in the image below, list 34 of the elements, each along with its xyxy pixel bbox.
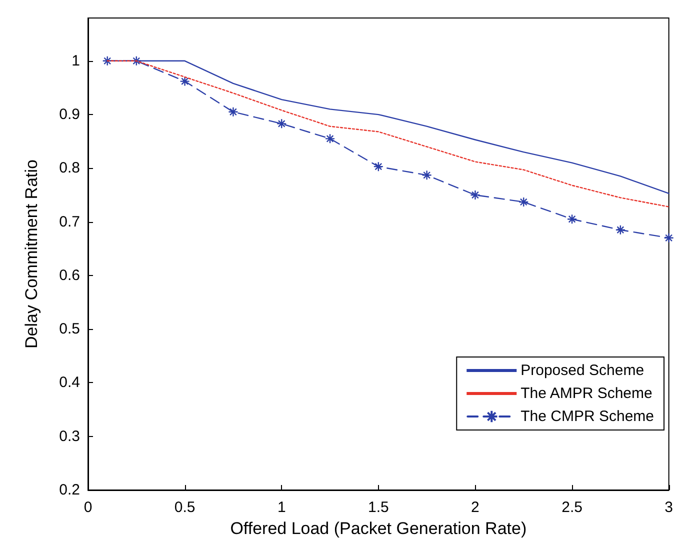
- point: [373, 161, 384, 172]
- point: [131, 56, 142, 66]
- y-tick-label: 0.7: [59, 213, 80, 230]
- point: [102, 56, 112, 66]
- y-tick-label: 0.9: [59, 106, 80, 124]
- y-tick-label: 1: [72, 52, 80, 70]
- y-tick-label: 0.3: [59, 428, 80, 445]
- x-tick-label: 0: [84, 499, 92, 516]
- x-tick-label: 2: [471, 499, 480, 516]
- y-axis-title: Delay Commitment Ratio: [22, 160, 41, 348]
- x-tick-label: 1: [277, 499, 286, 516]
- point: [324, 134, 336, 144]
- point: [518, 196, 529, 208]
- point: [566, 214, 578, 224]
- point: [615, 224, 626, 235]
- point: [422, 170, 432, 180]
- y-tick-label: 0.5: [59, 320, 80, 338]
- y-tick-label: 0.8: [59, 160, 80, 177]
- legend-label: Proposed Scheme: [520, 362, 644, 379]
- point: [470, 190, 480, 200]
- legend-label: The AMPR Scheme: [520, 385, 652, 402]
- point: [180, 76, 190, 86]
- y-tick-label: 0.6: [59, 266, 80, 284]
- x-tick-label: 3: [664, 499, 673, 516]
- point: [228, 106, 238, 117]
- x-tick-label: 1.5: [368, 499, 389, 516]
- y-tick-label: 0.4: [59, 374, 80, 392]
- y-tick-label: 0.2: [59, 482, 80, 498]
- x-tick-label: 0.5: [174, 499, 196, 516]
- x-axis-title: Offered Load (Packet Generation Rate): [230, 519, 527, 538]
- point: [276, 118, 287, 129]
- x-tick-label: 2.5: [562, 499, 582, 516]
- legend-label: The CMPR Scheme: [520, 408, 654, 425]
- point: [664, 232, 674, 244]
